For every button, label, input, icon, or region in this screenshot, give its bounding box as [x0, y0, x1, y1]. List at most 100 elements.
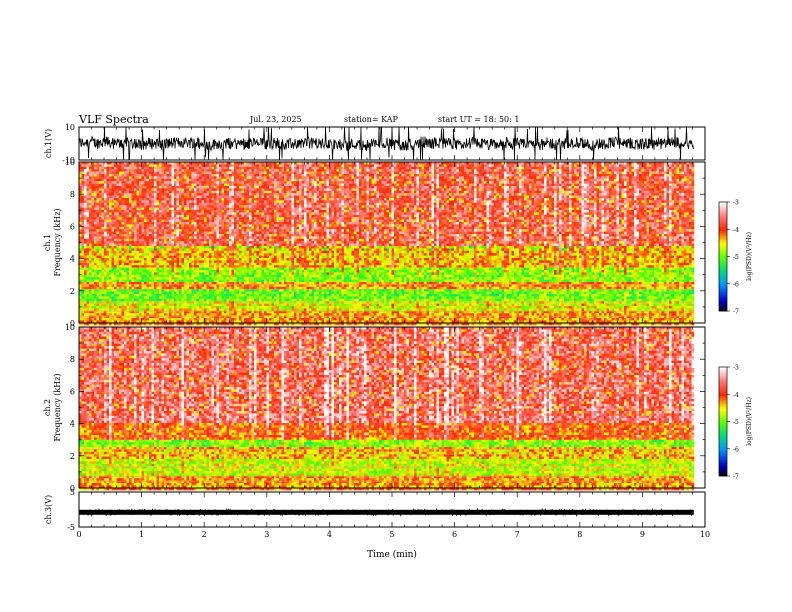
spectrogram-cell: [107, 167, 110, 170]
spectrogram-cell: [97, 198, 100, 201]
spectrogram-cell: [92, 268, 95, 271]
spectrogram-cell: [107, 176, 110, 179]
spectrogram-cell: [99, 234, 102, 237]
spectrogram-cell: [107, 253, 110, 256]
spectrogram-cell: [99, 241, 102, 244]
spectrogram-cell: [87, 179, 90, 182]
spectrogram-cell: [112, 212, 115, 215]
spectrogram-cell: [82, 284, 85, 287]
spectrogram-cell: [82, 244, 85, 247]
spectrogram-cell: [82, 210, 85, 213]
spectrogram-cell: [82, 270, 85, 273]
spectrogram-cell: [107, 191, 110, 194]
spectrogram-cell: [84, 220, 87, 223]
spectrogram-cell: [97, 186, 100, 189]
spectrogram-cell: [99, 174, 102, 177]
spectrogram-cell: [84, 306, 87, 309]
spectrogram-cell: [99, 224, 102, 227]
spectrogram-cell: [89, 292, 92, 295]
spectrogram-cell: [82, 198, 85, 201]
spectrogram-cell: [109, 191, 112, 194]
spectrogram-cell: [94, 174, 97, 177]
spectrogram-cell: [102, 284, 105, 287]
spectrogram-cell: [109, 212, 112, 215]
spectrogram-cell: [102, 212, 105, 215]
spectrogram-cell: [94, 198, 97, 201]
spectrogram-cell: [94, 186, 97, 189]
spectrogram-cell: [97, 277, 100, 280]
spectrogram-cell: [109, 313, 112, 316]
spectrogram-cell: [112, 275, 115, 278]
spectrogram-cell: [84, 253, 87, 256]
spectrogram-cell: [112, 311, 115, 314]
ch1-trace: [79, 127, 694, 160]
spectrogram-cell: [107, 181, 110, 184]
spectrogram-cell: [107, 311, 110, 314]
spectrogram-cell: [104, 318, 107, 321]
spectrogram-cell: [89, 277, 92, 280]
spectrogram-cell: [92, 196, 95, 199]
spectrogram-cell: [107, 174, 110, 177]
spectrogram-cell: [114, 176, 117, 179]
spectrogram-cell: [97, 188, 100, 191]
spectrogram-cell: [94, 275, 97, 278]
spectrogram-cell: [107, 277, 110, 280]
spectrogram-cell: [92, 251, 95, 254]
spectrogram-cell: [84, 232, 87, 235]
spectrogram-cell: [97, 215, 100, 218]
spectrogram-cell: [92, 277, 95, 280]
spectrogram-cell: [112, 316, 115, 319]
spectrogram-cell: [82, 229, 85, 232]
spectrogram-cell: [89, 289, 92, 292]
spectrogram-cell: [107, 222, 110, 225]
spectrogram-cell: [92, 172, 95, 175]
spectrogram-cell: [109, 248, 112, 251]
spectrogram-cell: [102, 289, 105, 292]
spectrogram-cell: [84, 239, 87, 242]
spectrogram-cell: [87, 299, 90, 302]
spectrogram-cell: [97, 270, 100, 273]
spectrogram-cell: [99, 169, 102, 172]
spectrogram-cell: [99, 186, 102, 189]
spectrogram-cell: [102, 179, 105, 182]
spectrogram-cell: [114, 253, 117, 256]
spectrogram-cell: [92, 236, 95, 239]
spectrogram-cell: [87, 280, 90, 283]
spectrogram-cell: [104, 263, 107, 266]
spectrogram-cell: [102, 224, 105, 227]
spectrogram-cell: [94, 268, 97, 271]
spectrogram-cell: [112, 292, 115, 295]
spectrogram-cell: [99, 181, 102, 184]
spectrogram-cell: [89, 299, 92, 302]
spectrogram-cell: [84, 164, 87, 167]
spectrogram-cell: [109, 239, 112, 242]
spectrogram-cell: [112, 289, 115, 292]
spectrogram-cell: [104, 198, 107, 201]
spectrogram-cell: [112, 229, 115, 232]
spectrogram-cell: [84, 167, 87, 170]
spectrogram-cell: [109, 318, 112, 321]
spectrogram-cell: [89, 191, 92, 194]
spectrogram-cell: [82, 172, 85, 175]
spectrogram-cell: [84, 256, 87, 259]
spectrogram-cell: [99, 246, 102, 249]
spectrogram-cell: [92, 229, 95, 232]
spectrogram-cell: [92, 220, 95, 223]
spectrogram-cell: [107, 217, 110, 220]
spectrogram-cell: [99, 263, 102, 266]
spectrogram-cell: [84, 296, 87, 299]
spectrogram-cell: [87, 275, 90, 278]
spectrogram-cell: [89, 239, 92, 242]
spectrogram-cell: [102, 258, 105, 261]
spectrogram-cell: [84, 184, 87, 187]
spectrogram-cell: [107, 205, 110, 208]
spectrogram-cell: [99, 203, 102, 206]
spectrogram-cell: [84, 308, 87, 311]
spectrogram-cell: [92, 306, 95, 309]
spectrogram-cell: [114, 217, 117, 220]
spectrogram-cell: [89, 193, 92, 196]
spectrogram-cell: [114, 188, 117, 191]
spectrogram-cell: [107, 186, 110, 189]
spectrogram-cell: [102, 217, 105, 220]
spectrogram-cell: [107, 184, 110, 187]
